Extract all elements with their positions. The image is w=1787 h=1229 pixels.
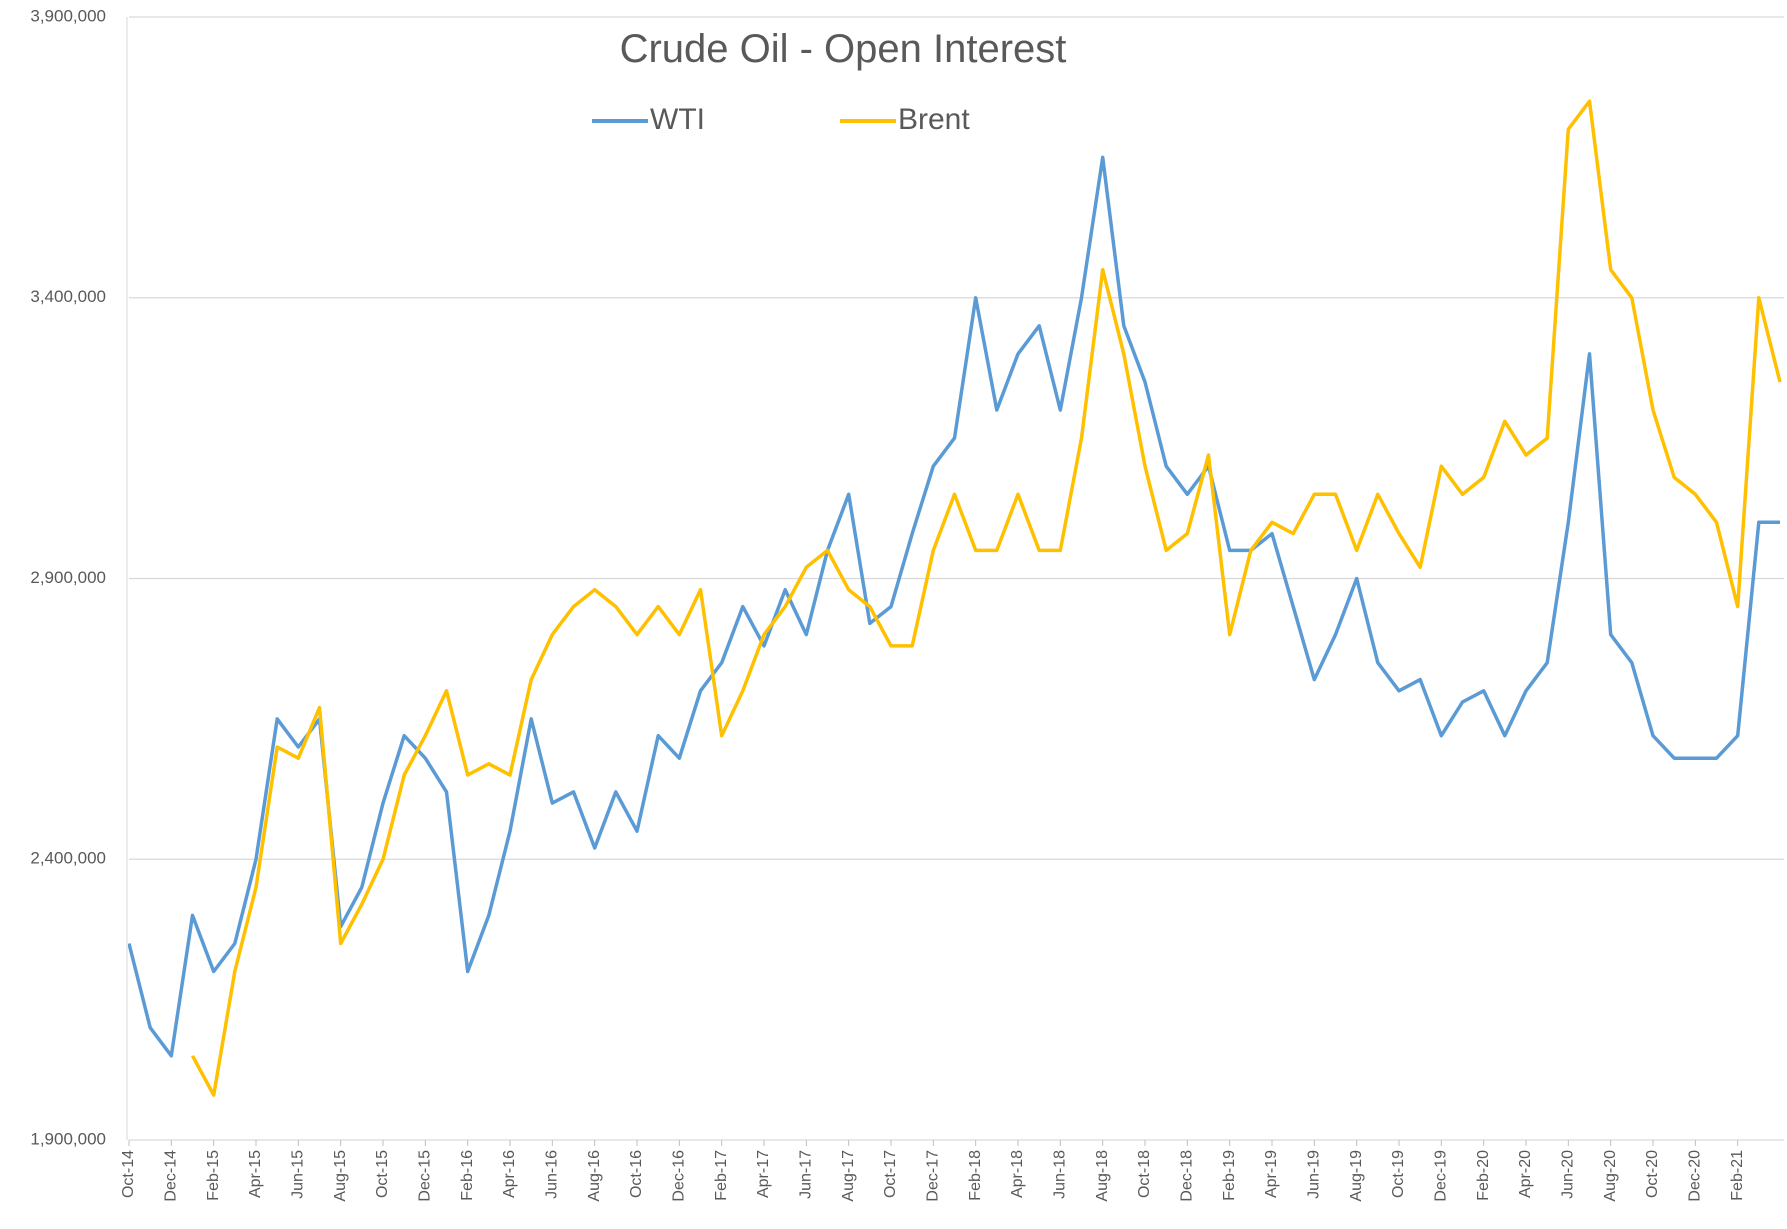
x-tick-label: Aug-16 (586, 1150, 603, 1202)
series-line (190, 99, 1782, 1097)
x-tick-label: Dec-14 (163, 1150, 180, 1202)
x-tick-label: Aug-19 (1348, 1150, 1365, 1202)
x-tick-label: Dec-20 (1687, 1150, 1704, 1202)
x-tick-label: Dec-18 (1179, 1150, 1196, 1202)
x-tick-label: Jun-20 (1560, 1150, 1577, 1199)
x-tick-label: Feb-20 (1475, 1150, 1492, 1201)
x-tick-label: Oct-17 (882, 1150, 899, 1198)
x-tick-label: Aug-18 (1094, 1150, 1111, 1202)
x-tick-label: Oct-16 (628, 1150, 645, 1198)
x-tick-label: Dec-17 (925, 1150, 942, 1202)
x-tick-label: Apr-16 (501, 1150, 518, 1198)
x-tick-label: Oct-19 (1390, 1150, 1407, 1198)
x-tick-label: Feb-18 (967, 1150, 984, 1201)
x-tick-label: Apr-17 (755, 1150, 772, 1198)
x-tick-label: Feb-17 (713, 1150, 730, 1201)
x-tick-label: Aug-20 (1602, 1150, 1619, 1202)
x-tick-label: Feb-21 (1729, 1150, 1746, 1201)
legend-label: WTI (650, 103, 705, 136)
x-tick-label: Feb-16 (459, 1150, 476, 1201)
x-tick-label: Jun-18 (1052, 1150, 1069, 1199)
plot-area (128, 99, 1782, 1097)
x-tick-label: Oct-14 (120, 1150, 137, 1198)
x-tick-label: Dec-19 (1433, 1150, 1450, 1202)
y-tick-label: 2,900,000 (30, 568, 106, 587)
x-tick-label: Jun-19 (1306, 1150, 1323, 1199)
x-tick-label: Jun-17 (798, 1150, 815, 1199)
x-tick-label: Apr-18 (1009, 1150, 1026, 1198)
y-tick-label: 3,400,000 (30, 287, 106, 306)
x-tick-label: Oct-20 (1644, 1150, 1661, 1198)
x-tick-label: Aug-17 (840, 1150, 857, 1202)
x-tick-label: Jun-15 (290, 1150, 307, 1199)
series-line (128, 155, 1780, 1058)
chart-title: Crude Oil - Open Interest (620, 27, 1067, 71)
x-tick-label: Oct-15 (374, 1150, 391, 1198)
x-tick-label: Dec-16 (671, 1150, 688, 1202)
x-tick-label: Feb-19 (1221, 1150, 1238, 1201)
y-tick-label: 3,900,000 (30, 6, 106, 25)
x-tick-label: Apr-19 (1263, 1150, 1280, 1198)
y-tick-label: 1,900,000 (30, 1129, 106, 1148)
x-tick-label: Apr-20 (1517, 1150, 1534, 1198)
legend-label: Brent (898, 103, 970, 136)
x-tick-label: Apr-15 (247, 1150, 264, 1198)
x-tick-label: Jun-16 (544, 1150, 561, 1199)
x-tick-label: Oct-18 (1136, 1150, 1153, 1198)
x-tick-label: Feb-15 (205, 1150, 222, 1201)
x-tick-label: Aug-15 (332, 1150, 349, 1202)
y-tick-label: 2,400,000 (30, 849, 106, 868)
x-tick-label: Dec-15 (417, 1150, 434, 1202)
